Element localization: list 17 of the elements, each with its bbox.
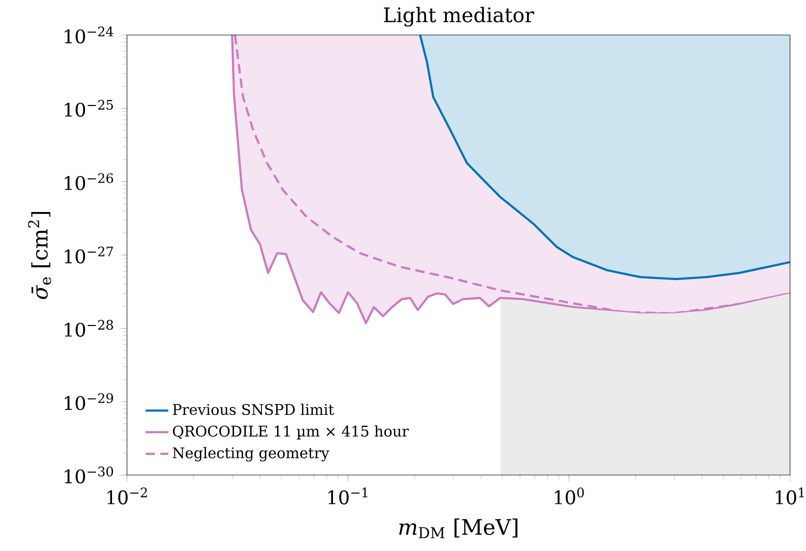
y-tick-label: 10$^{−25}$	[64, 100, 113, 117]
chart-title: Light mediator	[384, 6, 534, 27]
y-tick-label: 10$^{−28}$	[64, 320, 114, 337]
y-axis-title: σ̄$_{e}$ [cm$^{2}$]	[28, 212, 52, 300]
x-tick-label: 10$^{−1}$	[328, 488, 368, 504]
y-tick-label: 10$^{−26}$	[64, 173, 114, 190]
x-tick-label: 10$^{0}$	[554, 488, 584, 504]
y-tick-label: 10$^{−24}$	[64, 26, 114, 44]
y-tick-label: 10$^{−30}$	[64, 466, 114, 484]
legend-label: QROCODILE 11 µm × 415 hour	[172, 425, 409, 440]
y-tick-label: 10$^{−27}$	[64, 246, 113, 264]
x-tick-label: 10$^{−2}$	[107, 488, 147, 504]
x-axis-title: m$_{DM}$ [MeV]	[399, 518, 518, 538]
y-tick-label: 10$^{−29}$	[64, 393, 114, 410]
legend-label: Previous SNSPD limit	[172, 404, 334, 416]
legend-label: Neglecting geometry	[172, 446, 330, 462]
x-tick-label: 10$^{1}$	[776, 488, 804, 504]
